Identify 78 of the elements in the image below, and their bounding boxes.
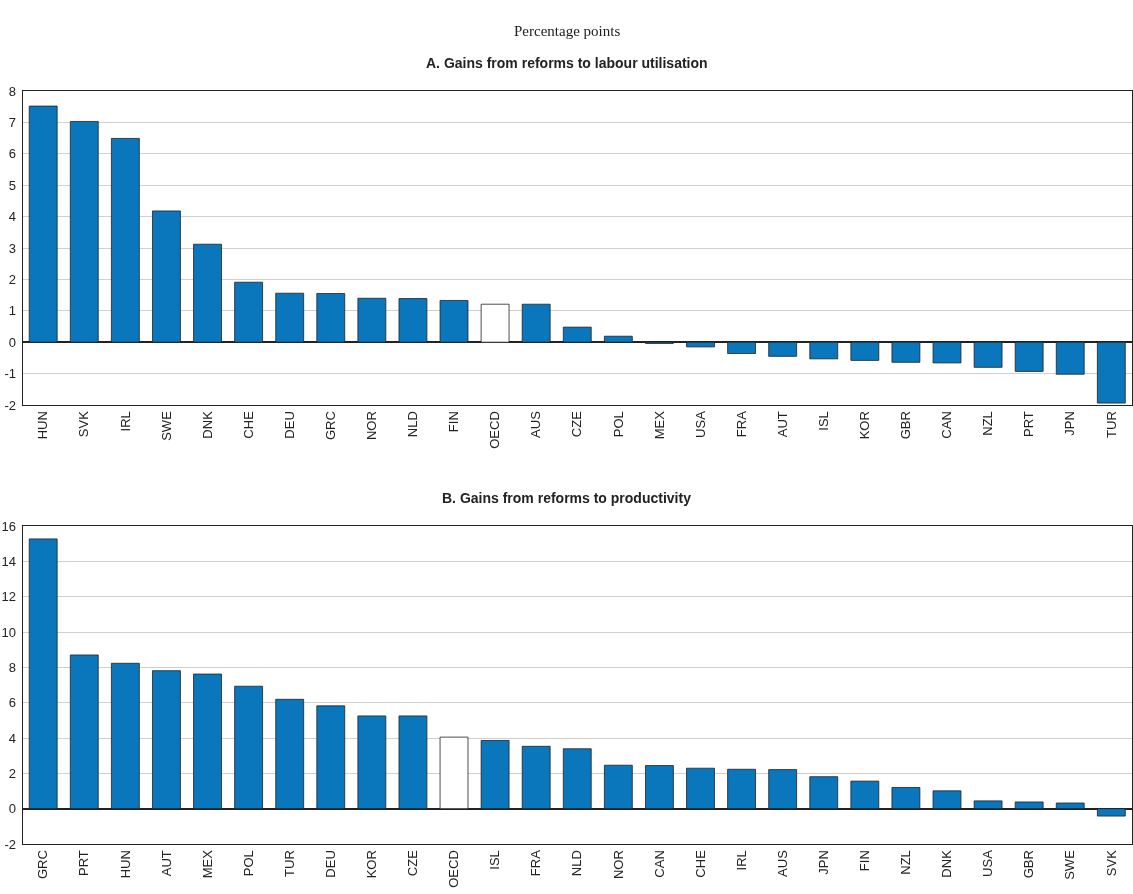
x-tick-label: AUT <box>774 411 790 438</box>
x-tick-label: OECD <box>487 411 503 449</box>
y-tick-label: -2 <box>4 836 17 852</box>
x-tick-label: USA <box>692 410 708 438</box>
y-tick-label: 2 <box>8 271 17 287</box>
x-tick-label: AUS <box>528 410 544 438</box>
y-tick-label: 14 <box>1 553 17 569</box>
x-tick-label: POL <box>610 411 626 438</box>
x-tick-label: SVK <box>1103 849 1119 877</box>
y-tick-label: 8 <box>8 659 17 675</box>
x-tick-label: KOR <box>364 850 380 879</box>
y-tick-label: 6 <box>8 146 17 162</box>
x-tick-label: PRT <box>76 850 92 876</box>
x-tick-label: MEX <box>651 410 667 440</box>
x-tick-label: CZE <box>569 410 585 438</box>
x-tick-label: POL <box>240 850 256 877</box>
x-tick-label: NZL <box>980 411 996 436</box>
x-tick-label: DEU <box>322 850 338 878</box>
y-tick-label: 4 <box>8 209 17 225</box>
x-tick-label: IRL <box>117 411 133 432</box>
y-tick-label: 1 <box>8 303 17 319</box>
x-tick-label: NLD <box>405 411 421 438</box>
x-tick-label: AUS <box>774 849 790 877</box>
y-tick-label: 2 <box>8 765 17 781</box>
x-tick-label: OECD <box>446 850 462 888</box>
y-tick-label: 5 <box>8 177 17 193</box>
x-tick-label: SVK <box>76 410 92 438</box>
x-tick-label: GRC <box>35 850 51 880</box>
x-tick-label: GBR <box>898 411 914 440</box>
x-tick-label: MEX <box>199 849 215 879</box>
y-tick-label: 0 <box>8 801 17 817</box>
x-tick-label: CZE <box>405 849 421 877</box>
x-tick-label: GBR <box>1021 850 1037 879</box>
x-tick-label: CHE <box>692 849 708 878</box>
x-tick-label: KOR <box>857 411 873 440</box>
y-tick-label: -2 <box>4 397 17 413</box>
y-tick-label: 3 <box>8 240 17 256</box>
x-tick-label: FIN <box>446 411 462 433</box>
x-tick-label: IRL <box>733 850 749 871</box>
x-tick-label: FRA <box>528 849 544 877</box>
x-tick-label: NLD <box>569 850 585 877</box>
x-tick-label: HUN <box>117 850 133 879</box>
x-tick-label: ISL <box>487 850 503 870</box>
chart-title: B. Gains from reforms to productivity <box>442 490 692 506</box>
x-tick-label: CAN <box>939 411 955 439</box>
chart-subtitle: Percentage points <box>514 23 621 39</box>
y-tick-label: -1 <box>4 366 17 382</box>
y-tick-label: 4 <box>8 730 17 746</box>
y-tick-label: 7 <box>8 114 17 130</box>
x-tick-label: FIN <box>857 850 873 872</box>
x-tick-label: NZL <box>898 850 914 875</box>
y-tick-label: 16 <box>1 518 17 534</box>
x-tick-label: GRC <box>322 411 338 441</box>
y-tick-label: 0 <box>8 334 17 350</box>
x-tick-label: NOR <box>610 850 626 880</box>
y-tick-label: 8 <box>8 83 17 99</box>
x-tick-label: CHE <box>240 410 256 439</box>
x-tick-label: USA <box>980 849 996 877</box>
x-tick-label: PRT <box>1021 411 1037 437</box>
x-tick-label: ISL <box>815 411 831 431</box>
x-tick-label: DEU <box>281 411 297 439</box>
x-tick-label: NOR <box>364 411 380 441</box>
y-tick-label: 6 <box>8 695 17 711</box>
x-tick-label: TUR <box>1103 411 1119 438</box>
x-tick-label: JPN <box>1062 411 1078 436</box>
chart-title: A. Gains from reforms to labour utilisation <box>426 55 708 71</box>
y-tick-label: 10 <box>1 624 17 640</box>
x-tick-label: FRA <box>733 410 749 438</box>
x-tick-label: DNK <box>199 410 215 439</box>
y-tick-label: 12 <box>1 589 17 605</box>
x-tick-label: HUN <box>35 411 51 440</box>
x-tick-label: CAN <box>651 850 667 878</box>
x-tick-label: SWE <box>1062 849 1078 880</box>
x-tick-label: TUR <box>281 850 297 877</box>
x-tick-label: JPN <box>815 850 831 875</box>
x-tick-label: SWE <box>158 410 174 441</box>
x-tick-label: DNK <box>939 849 955 878</box>
x-tick-label: AUT <box>158 850 174 877</box>
